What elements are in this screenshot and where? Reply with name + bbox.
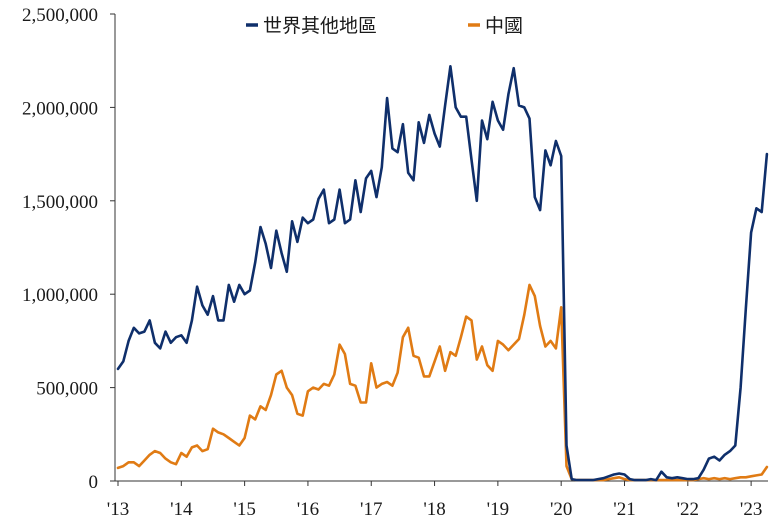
y-tick-label: 2,000,000 bbox=[22, 98, 98, 119]
y-tick-label: 1,500,000 bbox=[22, 192, 98, 213]
x-tick-label: '20 bbox=[550, 499, 572, 520]
x-tick-label: '15 bbox=[233, 499, 255, 520]
legend: 世界其他地區 中國 bbox=[246, 15, 523, 37]
x-tick-label: '18 bbox=[423, 499, 445, 520]
legend-label-china: 中國 bbox=[485, 15, 523, 37]
series-line-rest-of-world bbox=[116, 65, 769, 482]
x-tick-label: '14 bbox=[170, 499, 193, 520]
y-tick-label: 0 bbox=[89, 472, 99, 493]
x-tick-label: '23 bbox=[740, 499, 762, 520]
legend-label-rest-of-world: 世界其他地區 bbox=[263, 15, 377, 37]
x-tick-label: '21 bbox=[613, 499, 635, 520]
x-tick-label: '22 bbox=[677, 499, 699, 520]
series-line-china bbox=[116, 283, 769, 482]
x-axis-ticks: '13 '14 '15 '16 '17 '18 '19 '20 '21 '22 '23 bbox=[107, 481, 762, 520]
y-tick-label: 500,000 bbox=[36, 379, 98, 400]
y-axis-ticks: 0 500,000 1,000,000 1,500,000 2,000,000 2,500… bbox=[22, 5, 115, 493]
x-tick-label: '16 bbox=[297, 499, 319, 520]
x-tick-label: '13 bbox=[107, 499, 129, 520]
x-tick-label: '19 bbox=[487, 499, 509, 520]
x-tick-label: '17 bbox=[360, 499, 382, 520]
y-tick-label: 2,500,000 bbox=[22, 5, 98, 26]
series-lines bbox=[116, 65, 769, 482]
y-tick-label: 1,000,000 bbox=[22, 285, 98, 306]
